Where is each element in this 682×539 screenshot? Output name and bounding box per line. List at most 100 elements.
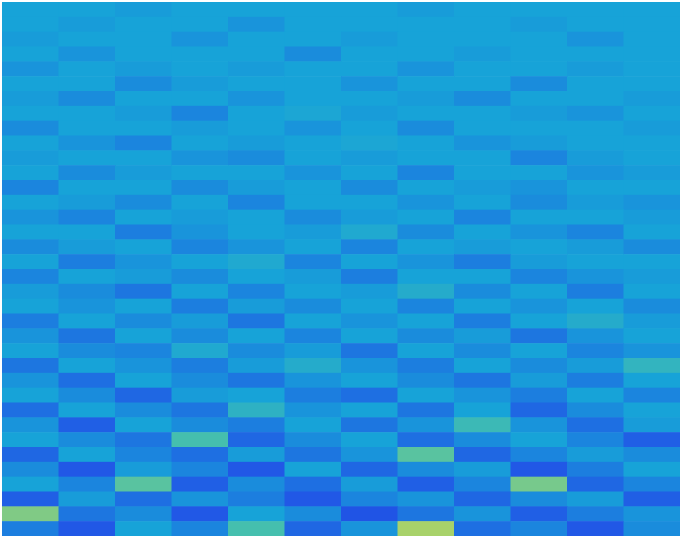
heatmap-cell	[624, 314, 681, 329]
heatmap-cell	[341, 447, 398, 462]
heatmap-cell	[115, 47, 172, 62]
heatmap-cell	[115, 492, 172, 507]
heatmap-cell	[172, 492, 229, 507]
heatmap-cell	[115, 150, 172, 165]
heatmap-cell	[228, 254, 285, 269]
heatmap-cell	[624, 121, 681, 136]
heatmap-cell	[398, 328, 455, 343]
heatmap-cell	[398, 254, 455, 269]
heatmap-cell	[59, 521, 116, 536]
heatmap-cell	[624, 284, 681, 299]
heatmap-cell	[115, 195, 172, 210]
heatmap-cell	[228, 358, 285, 373]
heatmap-cell	[624, 61, 681, 76]
heatmap-cell	[228, 180, 285, 195]
heatmap-cell	[2, 136, 59, 151]
heatmap-cell	[285, 17, 342, 32]
heatmap-cell	[115, 61, 172, 76]
heatmap-cell	[115, 106, 172, 121]
heatmap-cell	[341, 165, 398, 180]
heatmap-cell	[172, 314, 229, 329]
heatmap-cell	[511, 180, 568, 195]
heatmap-cell	[398, 106, 455, 121]
heatmap-cell	[285, 417, 342, 432]
heatmap-cell	[2, 373, 59, 388]
heatmap-cell	[624, 358, 681, 373]
heatmap-cell	[454, 239, 511, 254]
heatmap-cell	[624, 343, 681, 358]
heatmap-cell	[624, 462, 681, 477]
heatmap-cell	[59, 17, 116, 32]
heatmap-cell	[624, 180, 681, 195]
heatmap-cell	[172, 403, 229, 418]
heatmap-cell	[59, 492, 116, 507]
heatmap-cell	[567, 180, 624, 195]
heatmap-cell	[2, 417, 59, 432]
heatmap-cell	[2, 521, 59, 536]
heatmap-cell	[567, 403, 624, 418]
heatmap-cell	[511, 432, 568, 447]
heatmap-cell	[624, 195, 681, 210]
heatmap-cell	[454, 121, 511, 136]
heatmap-cell	[228, 299, 285, 314]
heatmap-cell	[228, 403, 285, 418]
heatmap-cell	[454, 195, 511, 210]
heatmap-cell	[567, 32, 624, 47]
heatmap-cell	[398, 210, 455, 225]
heatmap-cell	[454, 269, 511, 284]
heatmap-cell	[228, 521, 285, 536]
heatmap-cell	[454, 225, 511, 240]
heatmap-cell	[624, 403, 681, 418]
heatmap-cell	[59, 61, 116, 76]
heatmap-cell	[624, 225, 681, 240]
heatmap-cell	[624, 269, 681, 284]
heatmap-cell	[115, 136, 172, 151]
heatmap-cell	[454, 477, 511, 492]
heatmap-cell	[172, 462, 229, 477]
heatmap-cell	[2, 462, 59, 477]
heatmap-cell	[398, 61, 455, 76]
heatmap-cell	[228, 432, 285, 447]
heatmap-cell	[511, 17, 568, 32]
heatmap-cell	[285, 343, 342, 358]
heatmap-cell	[115, 388, 172, 403]
heatmap-cell	[115, 328, 172, 343]
heatmap-cell	[341, 388, 398, 403]
heatmap-cell	[115, 314, 172, 329]
heatmap-cell	[172, 299, 229, 314]
heatmap-cell	[285, 284, 342, 299]
heatmap-cell	[341, 403, 398, 418]
heatmap-cell	[228, 91, 285, 106]
heatmap-cell	[285, 32, 342, 47]
heatmap-cell	[59, 373, 116, 388]
heatmap-cell	[454, 403, 511, 418]
heatmap-cell	[115, 180, 172, 195]
heatmap-cell	[341, 210, 398, 225]
heatmap-cell	[398, 521, 455, 536]
heatmap-cell	[2, 150, 59, 165]
heatmap-cell	[59, 284, 116, 299]
heatmap-cell	[567, 150, 624, 165]
heatmap-cell	[341, 373, 398, 388]
heatmap-cell	[59, 165, 116, 180]
heatmap-cell	[115, 417, 172, 432]
heatmap-cell	[228, 17, 285, 32]
heatmap-cell	[172, 239, 229, 254]
heatmap-cell	[2, 299, 59, 314]
heatmap-cell	[285, 121, 342, 136]
heatmap-cell	[172, 121, 229, 136]
heatmap-cell	[115, 462, 172, 477]
heatmap-cell	[59, 403, 116, 418]
heatmap-cell	[59, 136, 116, 151]
heatmap-cell	[228, 343, 285, 358]
heatmap-cell	[228, 373, 285, 388]
heatmap-cell	[454, 91, 511, 106]
heatmap-cell	[115, 373, 172, 388]
heatmap-cell	[567, 239, 624, 254]
heatmap-cell	[624, 254, 681, 269]
heatmap-cell	[624, 210, 681, 225]
heatmap-cell	[285, 462, 342, 477]
heatmap-cell	[228, 121, 285, 136]
heatmap-cells	[2, 2, 680, 536]
heatmap-cell	[341, 299, 398, 314]
